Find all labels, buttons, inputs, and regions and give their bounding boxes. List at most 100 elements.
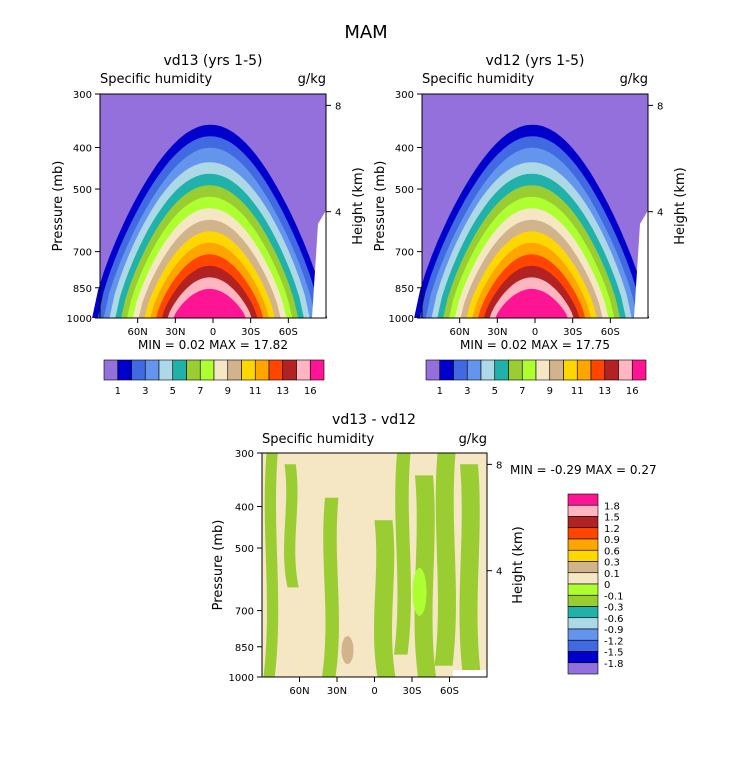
panel-3-contour-negative-light-patch: [412, 567, 427, 616]
panel-2-colorbar-swatch: [453, 359, 468, 381]
panel-1-colorbar-label: 11: [249, 386, 262, 397]
panel-1-title: vd13 (yrs 1-5): [163, 53, 262, 69]
panel-2-xtick-label: 30N: [487, 327, 507, 338]
panel-2-contour-band-15: [495, 288, 568, 318]
panel-3-colorbar-swatch: [567, 561, 599, 574]
panel-1-xtick-label: 30N: [165, 327, 185, 338]
panel-2-colorbar-swatch: [480, 359, 496, 381]
panel-2-ylabel-right: Height (km): [673, 167, 688, 244]
panel-3-colorbar-label: -0.1: [604, 591, 624, 602]
panel-3-colorbar-label: 0.1: [604, 569, 620, 580]
panel-1-colorbar-label: 3: [142, 386, 148, 397]
panel-3-colorbar-label: 0: [604, 580, 610, 591]
panel-3-xtick-label: 60N: [289, 686, 309, 697]
panel-3-contour-negative-streak: [322, 497, 339, 677]
panel-3-ytick-label: 700: [235, 607, 254, 618]
panel-3-contour-negative-streak: [374, 520, 396, 677]
panel-1-variable: Specific humidity: [100, 72, 212, 87]
panel-3-colorbar-swatch: [567, 504, 599, 517]
panel-2-colorbar-label: 9: [547, 386, 553, 397]
panel-3-ytick-label: 400: [235, 503, 254, 514]
panel-3-contour-negative-streak: [263, 453, 279, 677]
panel-2-colorbar-swatch: [576, 359, 592, 381]
panel-1-colorbar: 1 3 5 7 9 11 13 16: [103, 359, 325, 397]
panel-3-colorbar-swatch: [567, 527, 599, 540]
panel-2-colorbar-swatch: [466, 359, 482, 381]
panel-3-colorbar-label: 1.8: [604, 501, 620, 512]
panel-2-xtick-label: 30S: [563, 327, 582, 338]
panel-2-colorbar-swatch: [549, 359, 564, 381]
panel-3-colorbar-swatch: [567, 662, 599, 675]
panel-3-colorbar-label: -0.9: [604, 625, 624, 636]
panel-3-colorbar-swatch: [567, 628, 599, 641]
panel-2-xtick-label: 0: [532, 327, 538, 338]
panel-2-colorbar-swatch: [563, 359, 578, 381]
panel-2-colorbar-label: 7: [519, 386, 525, 397]
panel-3-colorbar-swatch: [567, 651, 599, 664]
panel-2-xtick-label: 60N: [450, 327, 470, 338]
panel-3-xtick-label: 30S: [402, 686, 421, 697]
panel-1-height-tick-label: 8: [335, 101, 341, 112]
panel-2-colorbar-swatch: [508, 359, 523, 381]
panel-3-contour-mask: [453, 670, 487, 677]
panel-1-ytick-label: 850: [73, 284, 92, 295]
panel-2-ytick-label: 700: [395, 248, 414, 259]
panel-3-colorbar-swatch: [567, 583, 599, 596]
panel-1-colorbar-label: 13: [276, 386, 289, 397]
panel-2-ytick-label: 850: [395, 284, 414, 295]
panel-2-colorbar-label: 1: [437, 386, 443, 397]
panel-1-contour-band-15: [173, 288, 246, 318]
panel-3-ytick-label: 850: [235, 643, 254, 654]
panel-1-plot: 300 400 500 700 850 1000 60N 30N 0 30S 60S 8 4: [67, 90, 342, 338]
panel-1-ytick-label: 500: [73, 185, 92, 196]
panel-2-stats: MIN = 0.02 MAX = 17.75: [460, 338, 610, 352]
panel-2-ylabel: Pressure (mb): [373, 161, 388, 252]
panel-3-colorbar-swatch: [567, 617, 599, 630]
panel-3-colorbar-label: -1.2: [604, 636, 624, 647]
panel-3-variable: Specific humidity: [262, 432, 374, 447]
panel-1-xtick-label: 0: [210, 327, 216, 338]
panel-2-colorbar-swatch: [521, 359, 537, 381]
panel-1-colorbar-swatch: [199, 359, 215, 381]
panel-2-colorbar-label: 13: [598, 386, 611, 397]
panel-2-plot: 300 400 500 700 850 1000 60N 30N 0 30S 60S 8 4: [389, 90, 664, 338]
panel-3-colorbar-label: 1.5: [604, 513, 620, 524]
panel-1-xtick-label: 30S: [241, 327, 260, 338]
panel-1-ytick-label: 400: [73, 144, 92, 155]
panel-3-colorbar-swatch: [567, 572, 599, 585]
panel-3-xtick-label: 30N: [327, 686, 347, 697]
panel-2-colorbar-swatch: [425, 359, 441, 381]
panel-2-colorbar-label: 5: [492, 386, 498, 397]
panel-1-units: g/kg: [298, 72, 326, 87]
panel-1-colorbar-swatch: [309, 359, 325, 381]
panel-3-contour-negative-streak: [434, 453, 456, 666]
panel-3-height-tick-label: 4: [496, 567, 502, 578]
panel-1-colorbar-swatch: [227, 359, 242, 381]
panel-3-contour-negative-streak: [284, 464, 299, 588]
panel-3-colorbar-swatch: [567, 493, 599, 506]
panel-3-contour-negative-streak: [394, 453, 411, 655]
panel-3-colorbar-swatch: [567, 538, 599, 551]
panel-3-colorbar-label: -0.3: [604, 603, 624, 614]
panel-1-ytick-label: 300: [73, 90, 92, 101]
panel-3-ytick-label: 1000: [229, 673, 254, 684]
panel-3-colorbar-swatch: [567, 549, 599, 562]
panel-3-contour-negative-streak: [459, 464, 481, 677]
panel-3-height-tick-label: 8: [496, 460, 502, 471]
panel-1-colorbar-swatch: [117, 359, 132, 381]
panel-2-ytick-label: 500: [395, 185, 414, 196]
panel-2-colorbar-swatch: [494, 359, 509, 381]
panel-3-ytick-label: 300: [235, 449, 254, 460]
panel-3-ylabel-right: Height (km): [511, 526, 526, 603]
panel-1-colorbar-swatch: [254, 359, 270, 381]
panel-3-contour-positive-patch: [341, 636, 354, 665]
panel-2-colorbar-swatch: [631, 359, 647, 381]
panel-1-colorbar-swatch: [213, 359, 229, 381]
panel-1-colorbar-label: 1: [115, 386, 121, 397]
panel-2-colorbar-swatch: [618, 359, 633, 381]
panel-1-colorbar-swatch: [241, 359, 256, 381]
panel-3-ytick-label: 500: [235, 544, 254, 555]
panel-3-title: vd13 - vd12: [332, 412, 416, 428]
panel-3-colorbar-label: 0.9: [604, 535, 620, 546]
